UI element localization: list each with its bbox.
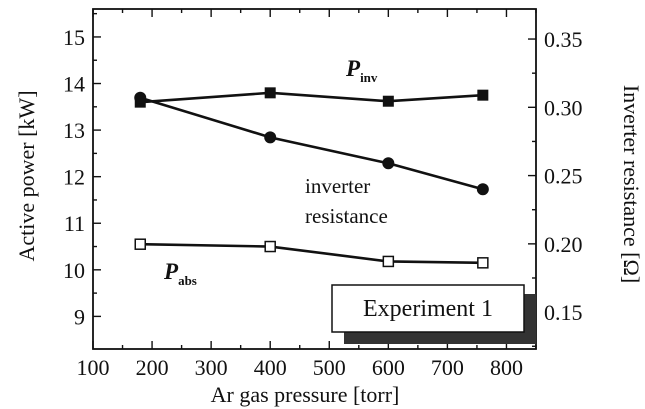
series-line [140, 91, 483, 104]
series-label-p-inv-sub: inv [360, 70, 378, 85]
y-left-tick-label: 15 [63, 25, 85, 50]
series-label-resistance-line2: resistance [305, 204, 388, 228]
y-right-tick-label: 0.15 [544, 300, 583, 325]
tick-layer: 100 200 300 400 500 600 700 800 9 10 11 12 13 14 15 0.1… [63, 9, 583, 380]
y-right-tick-label: 0.35 [544, 27, 583, 52]
x-tick-label: 200 [136, 355, 169, 380]
data-point-circle [382, 157, 395, 170]
x-tick-label: 700 [431, 355, 464, 380]
y-left-tick-label: 11 [64, 211, 85, 236]
series-line [140, 242, 483, 265]
data-point-open-square [477, 257, 489, 269]
x-tick-label: 600 [372, 355, 405, 380]
y-right-tick-label: 0.25 [544, 164, 583, 189]
y-right-tick-label: 0.20 [544, 232, 583, 257]
y-right-tick-label: 0.30 [544, 95, 583, 120]
data-point-open-square [134, 238, 147, 250]
series-label-p-abs-main: P [163, 259, 179, 284]
series-1 [134, 91, 489, 196]
x-axis-title: Ar gas pressure [torr] [211, 382, 400, 407]
series-label-p-abs-sub: abs [178, 273, 197, 288]
data-point-circle [134, 91, 147, 104]
data-point-circle [476, 183, 489, 196]
x-tick-label: 400 [254, 355, 287, 380]
data-point-square [264, 87, 276, 99]
data-point-open-square [264, 240, 276, 253]
series-label-resistance-line1: inverter [305, 174, 370, 198]
series-label-p-inv: Pinv [345, 56, 378, 85]
experiment-box [331, 284, 525, 333]
series-label-p-inv-main: P [345, 56, 361, 81]
y-axis-title-right: Inverter resistance [Ω] [619, 85, 644, 283]
series-0 [134, 87, 489, 108]
plot-frame [92, 8, 537, 350]
y-axis-title-left: Active power [kW] [14, 90, 39, 261]
data-point-circle [264, 131, 277, 144]
plot-frame-layer [92, 8, 537, 350]
y-left-tick-label: 10 [63, 258, 85, 283]
x-tick-label: 800 [490, 355, 523, 380]
y-left-tick-label: 12 [63, 165, 85, 190]
data-point-open-square [382, 255, 395, 268]
experiment-label: Experiment 1 [363, 296, 493, 322]
y-left-tick-label: 13 [63, 118, 85, 143]
x-tick-label: 500 [313, 355, 346, 380]
series-2 [134, 238, 489, 269]
x-tick-label: 100 [77, 355, 110, 380]
y-left-tick-label: 14 [63, 72, 85, 97]
y-left-tick-label: 9 [74, 304, 85, 329]
series-layer [134, 87, 489, 269]
data-point-square [382, 95, 394, 107]
x-tick-label: 300 [195, 355, 228, 380]
data-point-square [477, 89, 489, 101]
series-label-p-abs: Pabs [163, 259, 197, 288]
series-line [139, 96, 484, 191]
